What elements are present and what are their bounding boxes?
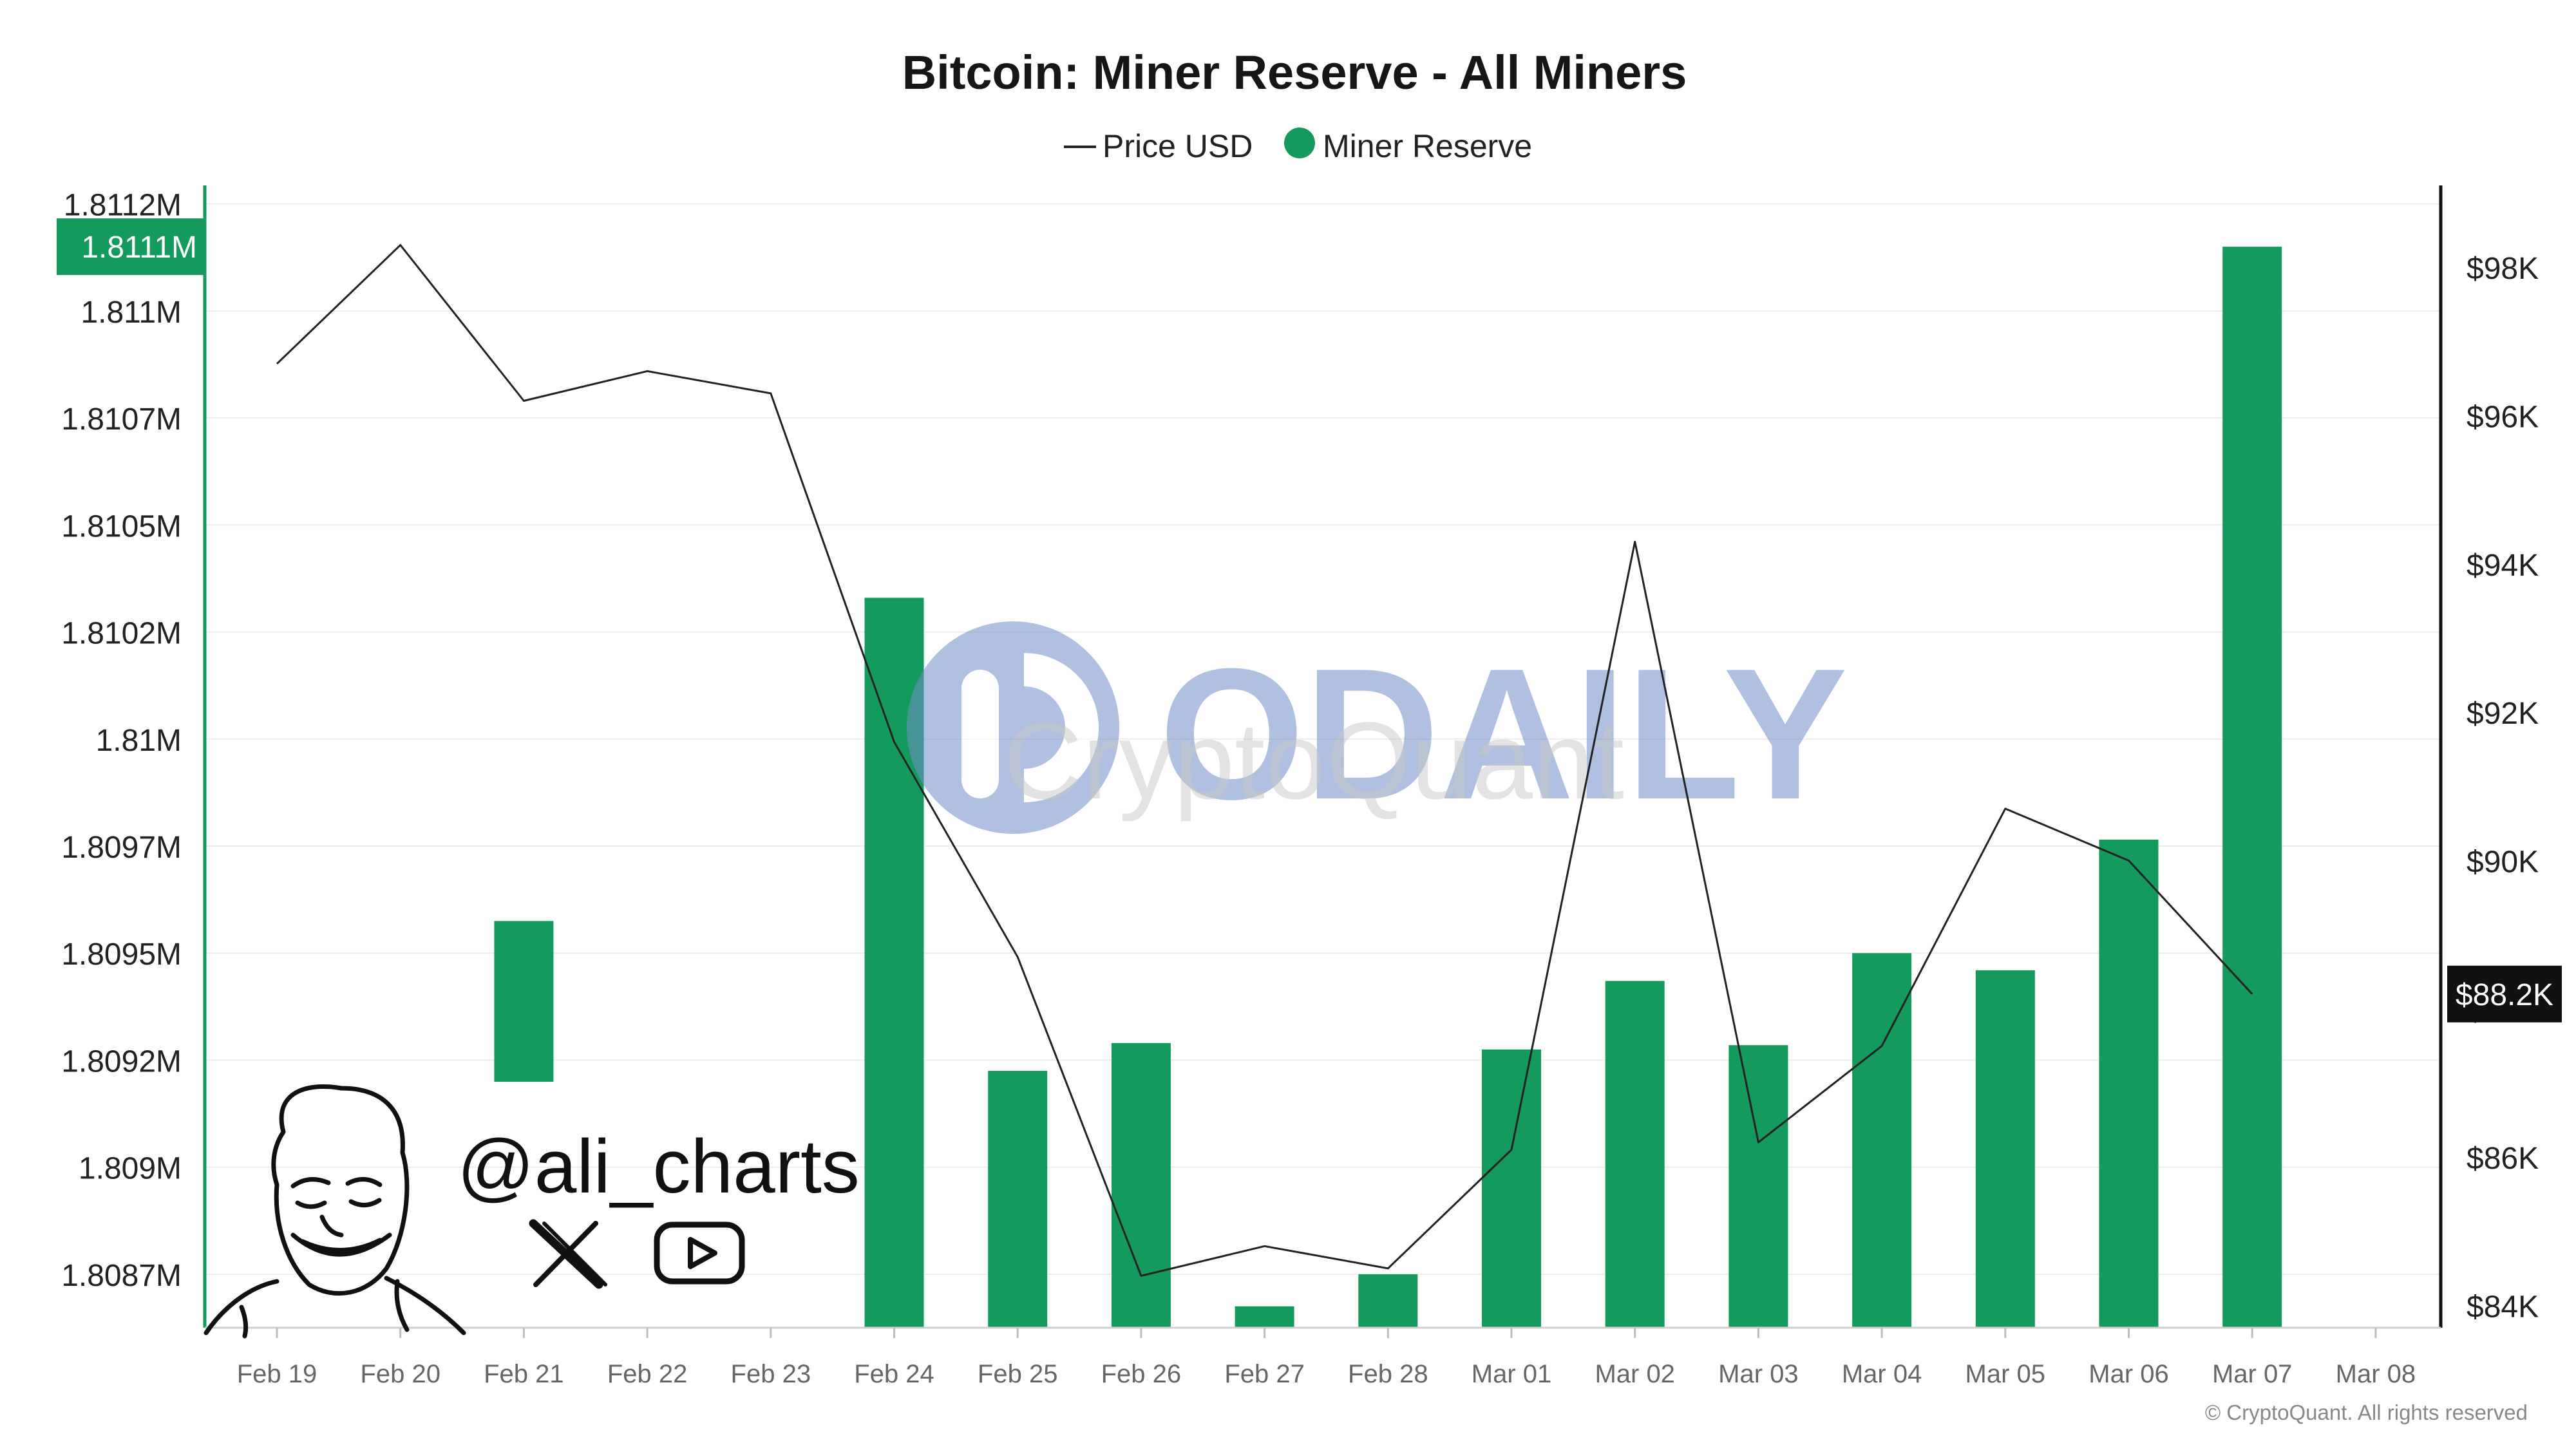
- copyright-note: © CryptoQuant. All rights reserved: [2205, 1400, 2528, 1424]
- labels-layer: Feb 19 Feb 20 Feb 21 Feb 22 Feb 23 Feb 24 Feb …: [57, 189, 2562, 1388]
- x-tick-label: Mar 06: [2088, 1360, 2169, 1388]
- y-right-tick-label: $94K: [2467, 549, 2539, 583]
- x-tick-label: Feb 23: [731, 1360, 811, 1388]
- y-right-tick-label: $86K: [2467, 1142, 2539, 1176]
- price-usd-line: [276, 244, 2253, 1277]
- left-value-badge: [57, 218, 206, 276]
- miner-reserve-bar: [1852, 953, 1912, 1328]
- y-left-tick-label: 1.8087M: [61, 1259, 182, 1293]
- x-tick-label: Feb 22: [607, 1360, 688, 1388]
- x-tick-label: Mar 03: [1718, 1360, 1799, 1388]
- miner-reserve-bar: [1482, 1049, 1541, 1328]
- right-value-badge-label: $88.2K: [2456, 978, 2553, 1012]
- bars-layer: [494, 247, 2282, 1328]
- x-tick-label: Mar 04: [1842, 1360, 1922, 1388]
- x-tick-label: Feb 26: [1101, 1360, 1182, 1388]
- left-value-badge-label: 1.8111M: [81, 231, 197, 265]
- legend: Price USD Miner Reserve: [1064, 127, 1532, 164]
- x-tick-label: Mar 02: [1595, 1360, 1675, 1388]
- odaily-watermark: ODAILY: [1159, 630, 1848, 838]
- y-left-tick-label: 1.8092M: [61, 1044, 182, 1079]
- cryptoquant-watermark: CryptoQuant: [1003, 700, 1624, 822]
- credit-block: @ali_charts: [204, 1084, 860, 1339]
- y-left-tick-label: 1.809M: [79, 1152, 182, 1186]
- y-left-tick-label: 1.811M: [80, 296, 182, 330]
- y-left-tick-label: 1.8102M: [61, 617, 182, 651]
- x-tick-label: Feb 19: [237, 1360, 317, 1388]
- y-right-tick-label: $90K: [2467, 845, 2539, 879]
- y-right-tick-label: $98K: [2467, 252, 2539, 286]
- y-left-tick-label: 1.8107M: [61, 402, 182, 437]
- right-value-badge: [2447, 965, 2562, 1023]
- x-tick-label: Mar 01: [1472, 1360, 1552, 1388]
- miner-reserve-bar: [1975, 970, 2035, 1328]
- x-icon: [529, 1219, 607, 1289]
- y-left-tick-label: 1.81M: [96, 724, 182, 758]
- x-tick-label: Mar 08: [2336, 1360, 2416, 1388]
- x-tick-label: Feb 21: [484, 1360, 564, 1388]
- watermarks: ODAILY CryptoQuant: [907, 621, 1848, 838]
- miner-reserve-bar: [494, 921, 554, 1082]
- chart-title: Bitcoin: Miner Reserve - All Miners: [902, 46, 1687, 99]
- y-right-tick-label: $92K: [2467, 697, 2539, 731]
- credit-handle: @ali_charts: [457, 1124, 860, 1209]
- y-left-tick-label: 1.8112M: [64, 189, 182, 223]
- legend-reserve-dot-icon: [1284, 127, 1315, 158]
- miner-reserve-bar: [988, 1071, 1048, 1328]
- youtube-icon: [654, 1221, 745, 1285]
- miner-reserve-bar: [1605, 981, 1665, 1328]
- avatar-sketch-icon: [204, 1084, 466, 1339]
- x-tick-label: Feb 24: [854, 1360, 934, 1388]
- axes-layer: [203, 185, 2443, 1338]
- miner-reserve-bar: [2222, 247, 2282, 1328]
- x-tick-label: Feb 25: [978, 1360, 1058, 1388]
- x-tick-label: Feb 20: [360, 1360, 440, 1388]
- y-right-tick-label: $96K: [2467, 400, 2539, 434]
- y-left-tick-label: 1.8095M: [61, 938, 182, 972]
- x-tick-label: Feb 27: [1224, 1360, 1305, 1388]
- y-right-tick-label: $84K: [2467, 1290, 2539, 1324]
- miner-reserve-bar: [1728, 1045, 1788, 1328]
- legend-reserve-label: Miner Reserve: [1323, 128, 1532, 164]
- y-left-tick-label: 1.8105M: [61, 509, 182, 543]
- grid-layer: [205, 203, 2441, 1275]
- x-tick-label: Mar 05: [1965, 1360, 2046, 1388]
- x-tick-label: Mar 07: [2212, 1360, 2293, 1388]
- y-left-tick-label: 1.8097M: [61, 831, 182, 865]
- miner-reserve-bar: [1235, 1306, 1294, 1328]
- line-layer: [276, 244, 2253, 1277]
- legend-price-label: Price USD: [1103, 128, 1253, 164]
- miner-reserve-bar: [1358, 1274, 1418, 1328]
- miner-reserve-bar: [1111, 1042, 1171, 1328]
- odaily-logo-icon: [907, 621, 1119, 834]
- x-tick-label: Feb 28: [1348, 1360, 1428, 1388]
- miner-reserve-bar: [2099, 840, 2159, 1328]
